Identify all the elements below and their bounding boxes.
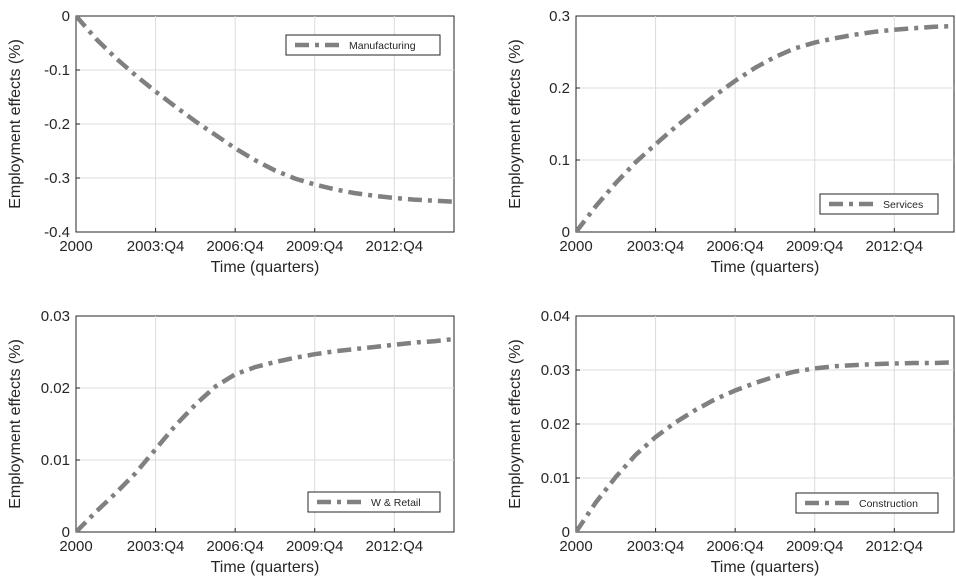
series-line-services (576, 23, 954, 232)
x-axis-label: Time (quarters) (711, 259, 820, 276)
legend-box (819, 193, 939, 215)
x-axis-label: Time (quarters) (711, 559, 820, 576)
x-tick-label: 2012:Q4 (866, 238, 924, 255)
series-line-construction (576, 360, 954, 532)
x-tick-label: 2012:Q4 (366, 538, 424, 555)
x-tick-label: 2003:Q4 (127, 538, 185, 555)
x-tick-label: 2000 (559, 238, 592, 255)
legend: Manufacturing (285, 34, 441, 56)
y-tick-label: 0.01 (541, 470, 570, 487)
y-tick-label: 0.3 (549, 8, 570, 25)
y-axis-label: Employment effects (%) (507, 39, 524, 209)
y-axis-label: Employment effects (%) (507, 339, 524, 509)
y-tick-label: 0 (62, 524, 70, 541)
x-tick-label: 2003:Q4 (627, 238, 685, 255)
x-tick-label: 2009:Q4 (286, 538, 344, 555)
x-tick-label: 2006:Q4 (206, 238, 264, 255)
y-tick-label: 0 (62, 8, 70, 25)
y-tick-label: 0.2 (549, 80, 570, 97)
legend: W & Retail (307, 491, 441, 513)
legend-label: Manufacturing (349, 40, 416, 52)
x-tick-label: 2000 (59, 238, 92, 255)
y-tick-label: 0.01 (41, 452, 70, 469)
series-line-manufacturing (76, 16, 454, 205)
legend-label: Services (883, 199, 923, 211)
legend-box (285, 34, 441, 56)
x-tick-label: 2006:Q4 (706, 238, 764, 255)
legend: Services (819, 193, 939, 215)
panel-4: 2000 2003:Q4 2006:Q4 2009:Q4 2012:Q4 0 0.01 0.0… (507, 308, 955, 576)
panel-3: 2000 2003:Q4 2006:Q4 2009:Q4 2012:Q4 0 0.01 0.0… (7, 308, 455, 576)
x-tick-label: 2012:Q4 (366, 238, 424, 255)
legend-label: Construction (859, 498, 918, 510)
legend-box (307, 491, 441, 513)
y-tick-label: -0.3 (44, 170, 70, 187)
x-tick-label: 2000 (59, 538, 92, 555)
x-axis-label: Time (quarters) (211, 559, 320, 576)
y-tick-label: 0.04 (541, 308, 570, 325)
panel-2: 2000 2003:Q4 2006:Q4 2009:Q4 2012:Q4 0 0.1 0.2 0… (507, 8, 955, 276)
y-tick-label: 0.02 (41, 380, 70, 397)
y-tick-label: 0 (562, 224, 570, 241)
x-tick-label: 2003:Q4 (127, 238, 185, 255)
y-tick-label: -0.1 (44, 62, 70, 79)
y-tick-label: -0.2 (44, 116, 70, 133)
x-tick-label: 2006:Q4 (206, 538, 264, 555)
legend-label: W & Retail (371, 497, 421, 509)
x-tick-label: 2003:Q4 (627, 538, 685, 555)
y-tick-label: 0.03 (41, 308, 70, 325)
x-tick-label: 2006:Q4 (706, 538, 764, 555)
y-tick-label: 0.03 (541, 362, 570, 379)
x-tick-label: 2009:Q4 (786, 538, 844, 555)
y-axis-label: Employment effects (%) (7, 39, 24, 209)
legend-box (795, 492, 939, 514)
y-tick-label: 0.1 (549, 152, 570, 169)
y-tick-label: -0.4 (44, 224, 70, 241)
x-tick-label: 2012:Q4 (866, 538, 924, 555)
x-axis-label: Time (quarters) (211, 259, 320, 276)
y-tick-label: 0.02 (541, 416, 570, 433)
x-tick-label: 2009:Q4 (286, 238, 344, 255)
legend: Construction (795, 492, 939, 514)
y-axis-label: Employment effects (%) (7, 339, 24, 509)
x-tick-label: 2000 (559, 538, 592, 555)
y-tick-label: 0 (562, 524, 570, 541)
panel-1: 2000 2003:Q4 2006:Q4 2009:Q4 2012:Q4 0 -0.1 -0.… (7, 8, 455, 276)
x-tick-label: 2009:Q4 (786, 238, 844, 255)
